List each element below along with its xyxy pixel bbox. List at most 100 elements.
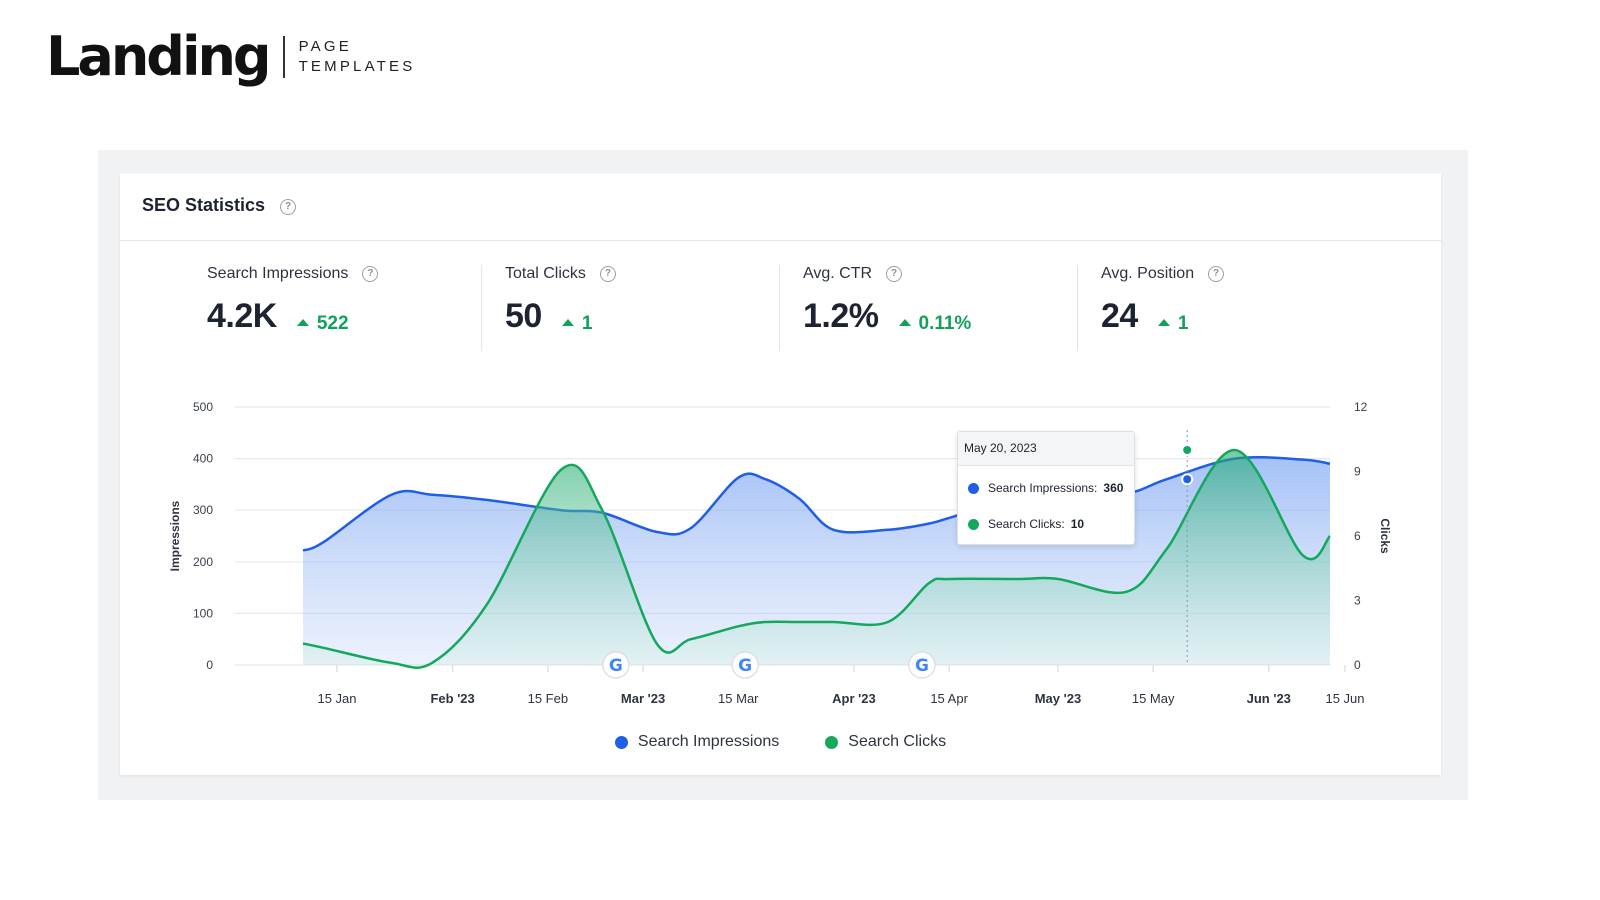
tooltip-value: 360 bbox=[1103, 481, 1124, 495]
stat-change-value: 0.11% bbox=[918, 312, 972, 334]
stat-label-row: Avg. Position ? bbox=[1101, 265, 1361, 283]
x-tick-label: 15 Feb bbox=[528, 691, 568, 706]
legend-label: Search Impressions bbox=[637, 733, 780, 750]
area-clicks bbox=[303, 449, 1330, 668]
stat-label: Search Impressions bbox=[207, 265, 349, 282]
hover-point-impressions bbox=[1181, 473, 1194, 486]
x-tick-label: Apr '23 bbox=[832, 691, 876, 706]
tooltip-date: May 20, 2023 bbox=[958, 432, 1134, 466]
stat-change: 1 bbox=[1157, 312, 1189, 335]
tooltip-value: 10 bbox=[1070, 517, 1085, 531]
x-tick-label: Feb '23 bbox=[430, 691, 474, 706]
stat-label: Avg. Position bbox=[1101, 265, 1195, 282]
stat-value: 4.2K bbox=[207, 297, 277, 335]
stat-value: 50 bbox=[505, 297, 542, 335]
trend-up-icon bbox=[1157, 319, 1170, 326]
stat-values: 1.2% 0.11% bbox=[803, 297, 1063, 336]
y2-tick-label: 3 bbox=[1354, 594, 1361, 608]
stat-change-value: 1 bbox=[581, 312, 593, 334]
tooltip-row-clicks: Search Clicks: 10 bbox=[958, 506, 1134, 542]
line-clicks bbox=[302, 448, 1331, 670]
chart-legend: Search Impressions Search Clicks bbox=[120, 733, 1441, 751]
stat-total-clicks: Total Clicks ? 50 1 bbox=[505, 265, 765, 355]
legend-item-clicks[interactable]: Search Clicks bbox=[825, 733, 946, 751]
landing-logo: Landing PAGE TEMPLATES bbox=[46, 30, 415, 84]
x-tick-label: 15 May bbox=[1132, 691, 1175, 706]
x-tick-label: 15 Mar bbox=[718, 691, 759, 706]
stat-values: 4.2K 522 bbox=[207, 297, 467, 336]
y2-axis-title: Clicks bbox=[1378, 518, 1392, 554]
google-icon-badge bbox=[602, 651, 630, 679]
x-tick-label: 15 Jan bbox=[317, 691, 356, 706]
y-tick-label: 500 bbox=[193, 400, 213, 414]
stat-change-value: 1 bbox=[1177, 312, 1189, 334]
stat-change: 0.11% bbox=[898, 312, 972, 335]
question-circle-icon[interactable]: ? bbox=[1208, 266, 1225, 282]
seo-chart[interactable]: 0 100 200 300 400 500 0 3 6 9 12 Impressions Clicks 1… bbox=[120, 173, 1441, 775]
stat-change: 522 bbox=[296, 312, 349, 335]
y-tick-label: 200 bbox=[193, 555, 213, 569]
y2-tick-label: 6 bbox=[1354, 529, 1361, 543]
google-update-icon: G bbox=[915, 656, 929, 676]
question-circle-icon[interactable]: ? bbox=[362, 266, 379, 282]
x-tick-label: Mar '23 bbox=[621, 691, 665, 706]
card-header: SEO Statistics ? bbox=[120, 173, 1441, 241]
stat-change: 1 bbox=[561, 312, 593, 335]
tooltip-dot-impressions bbox=[968, 482, 979, 494]
question-circle-icon[interactable]: ? bbox=[599, 266, 616, 282]
card-title: SEO Statistics bbox=[142, 195, 266, 215]
trend-up-icon bbox=[561, 319, 574, 326]
y-tick-label: 100 bbox=[193, 606, 213, 620]
stat-divider bbox=[481, 265, 482, 351]
logo-subtitle: PAGE TEMPLATES bbox=[299, 37, 416, 77]
stat-label: Avg. CTR bbox=[803, 265, 873, 282]
stat-label-row: Avg. CTR ? bbox=[803, 265, 1063, 283]
google-update-icon: G bbox=[738, 656, 752, 676]
logo-divider bbox=[282, 36, 285, 78]
x-tick-label: Jun '23 bbox=[1247, 691, 1291, 706]
x-tick-label: May '23 bbox=[1035, 691, 1081, 706]
logo-subtitle-line-1: PAGE bbox=[298, 38, 352, 55]
tooltip-label: Search Clicks: bbox=[988, 517, 1065, 531]
stat-value: 1.2% bbox=[803, 297, 879, 335]
stat-label: Total Clicks bbox=[505, 265, 586, 282]
stat-avg-position: Avg. Position ? 24 1 bbox=[1101, 265, 1361, 355]
chart-tooltip: May 20, 2023 Search Impressions: 360 Sea… bbox=[957, 431, 1135, 545]
x-tick-label: 15 Apr bbox=[930, 691, 968, 706]
legend-item-impressions[interactable]: Search Impressions bbox=[614, 733, 780, 751]
trend-up-icon bbox=[296, 319, 309, 326]
line-impressions bbox=[302, 455, 1331, 552]
tooltip-label: Search Impressions: bbox=[988, 481, 1098, 495]
legend-dot bbox=[825, 735, 839, 749]
x-tick-label: 15 Jun bbox=[1325, 691, 1364, 706]
hover-point-clicks bbox=[1181, 444, 1194, 456]
google-icon-badge bbox=[731, 651, 759, 679]
y2-tick-label: 12 bbox=[1354, 400, 1368, 414]
legend-label: Search Clicks bbox=[848, 733, 947, 750]
y2-tick-label: 0 bbox=[1354, 658, 1361, 672]
stat-avg-ctr: Avg. CTR ? 1.2% 0.11% bbox=[803, 265, 1063, 355]
logo-subtitle-line-2: TEMPLATES bbox=[298, 58, 416, 75]
stat-values: 50 1 bbox=[505, 297, 765, 336]
legend-dot bbox=[614, 735, 628, 749]
y-tick-label: 0 bbox=[206, 658, 213, 672]
logo-wordmark: Landing bbox=[46, 25, 272, 88]
stat-values: 24 1 bbox=[1101, 297, 1361, 336]
stat-search-impressions: Search Impressions ? 4.2K 522 bbox=[207, 265, 467, 355]
question-circle-icon[interactable]: ? bbox=[886, 266, 903, 282]
seo-statistics-card: SEO Statistics ? Search Impressions ? 4.… bbox=[120, 173, 1441, 775]
trend-up-icon bbox=[898, 319, 911, 326]
question-circle-icon[interactable]: ? bbox=[280, 199, 296, 215]
y2-tick-label: 9 bbox=[1354, 465, 1361, 479]
y-tick-label: 400 bbox=[193, 452, 213, 466]
tooltip-row-impressions: Search Impressions: 360 bbox=[958, 470, 1134, 506]
y-axis-title: Impressions bbox=[168, 500, 182, 571]
stat-change-value: 522 bbox=[316, 312, 349, 334]
stat-divider bbox=[779, 265, 780, 351]
stat-label-row: Search Impressions ? bbox=[207, 265, 467, 283]
stat-divider bbox=[1077, 265, 1078, 351]
google-update-icon: G bbox=[609, 656, 623, 676]
stat-value: 24 bbox=[1101, 297, 1138, 335]
y-tick-label: 300 bbox=[193, 503, 213, 517]
tooltip-dot-clicks bbox=[968, 518, 979, 530]
